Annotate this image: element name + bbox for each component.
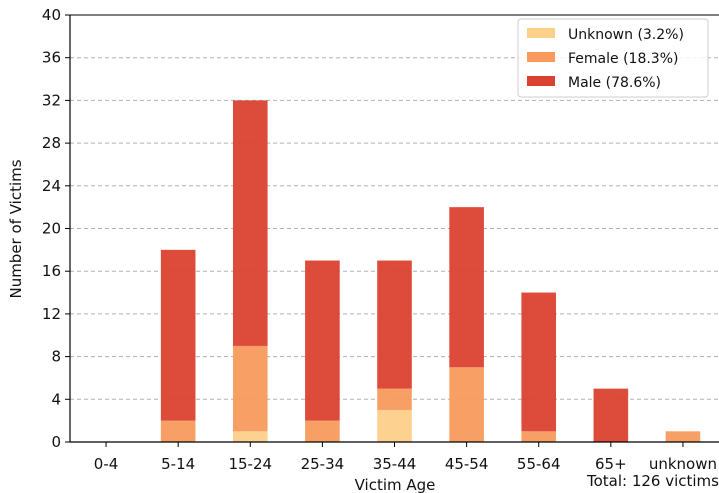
y-tick-label: 40 [42,6,61,24]
x-tick-label: 15-24 [228,455,272,473]
bar-segment-female [305,420,340,442]
y-ticks: 0 4 8 12 16 20 24 28 32 36 40 [42,6,70,451]
y-tick-label: 24 [42,177,61,195]
bar-segment-male [449,207,484,368]
y-tick-label: 0 [51,433,61,451]
y-tick-label: 32 [42,91,61,109]
y-axis-label: Number of Victims [7,159,25,298]
bar-segment-male [305,260,340,421]
bar-segment-male [232,100,268,346]
x-tick-label: unknown [649,455,717,473]
bar-segment-female [160,420,196,442]
legend-label-male: Male (78.6%) [568,75,661,91]
x-tick-label: 45-54 [445,455,489,473]
legend-frame [517,18,709,98]
y-tick-label: 36 [42,49,61,67]
y-tick-label: 16 [42,262,61,280]
bar-segment-female [521,431,557,442]
x-tick-label: 25-34 [301,455,345,473]
bar-segment-unknown [377,409,412,442]
bar-segment-male [521,292,557,432]
x-axis-label: Victim Age [355,476,436,493]
bar-segment-female [232,345,268,432]
x-ticks: 0-4 5-14 15-24 25-34 35-44 45-54 55-64 65+ unkno… [94,442,717,473]
x-tick-label: 35-44 [373,455,417,473]
y-tick-label: 4 [51,390,61,408]
legend-swatch-female [527,52,555,62]
x-tick-label: 0-4 [94,455,119,473]
total-victims-annotation: Total: 126 victims [586,472,719,490]
legend-swatch-male [527,76,555,86]
x-tick-label: 65+ [595,455,627,473]
y-tick-label: 20 [42,220,61,238]
bar-segment-female [377,388,412,410]
y-tick-label: 28 [42,134,61,152]
x-tick-label: 55-64 [517,455,561,473]
bar-segment-male [377,260,412,389]
legend-label-unknown: Unknown (3.2%) [568,27,684,43]
bar-segment-male [593,388,629,442]
bar-segment-unknown [232,431,268,442]
bar-segment-female [665,431,701,442]
legend: Unknown (3.2%) Female (18.3%) Male (78.6… [517,18,709,98]
bar-segment-female [449,367,484,442]
bar-segment-male [160,249,196,421]
y-tick-label: 12 [42,305,61,323]
legend-swatch-unknown [527,28,555,38]
x-tick-label: 5-14 [161,455,195,473]
bars [160,100,701,442]
legend-label-female: Female (18.3%) [568,51,678,67]
y-tick-label: 8 [51,348,61,366]
